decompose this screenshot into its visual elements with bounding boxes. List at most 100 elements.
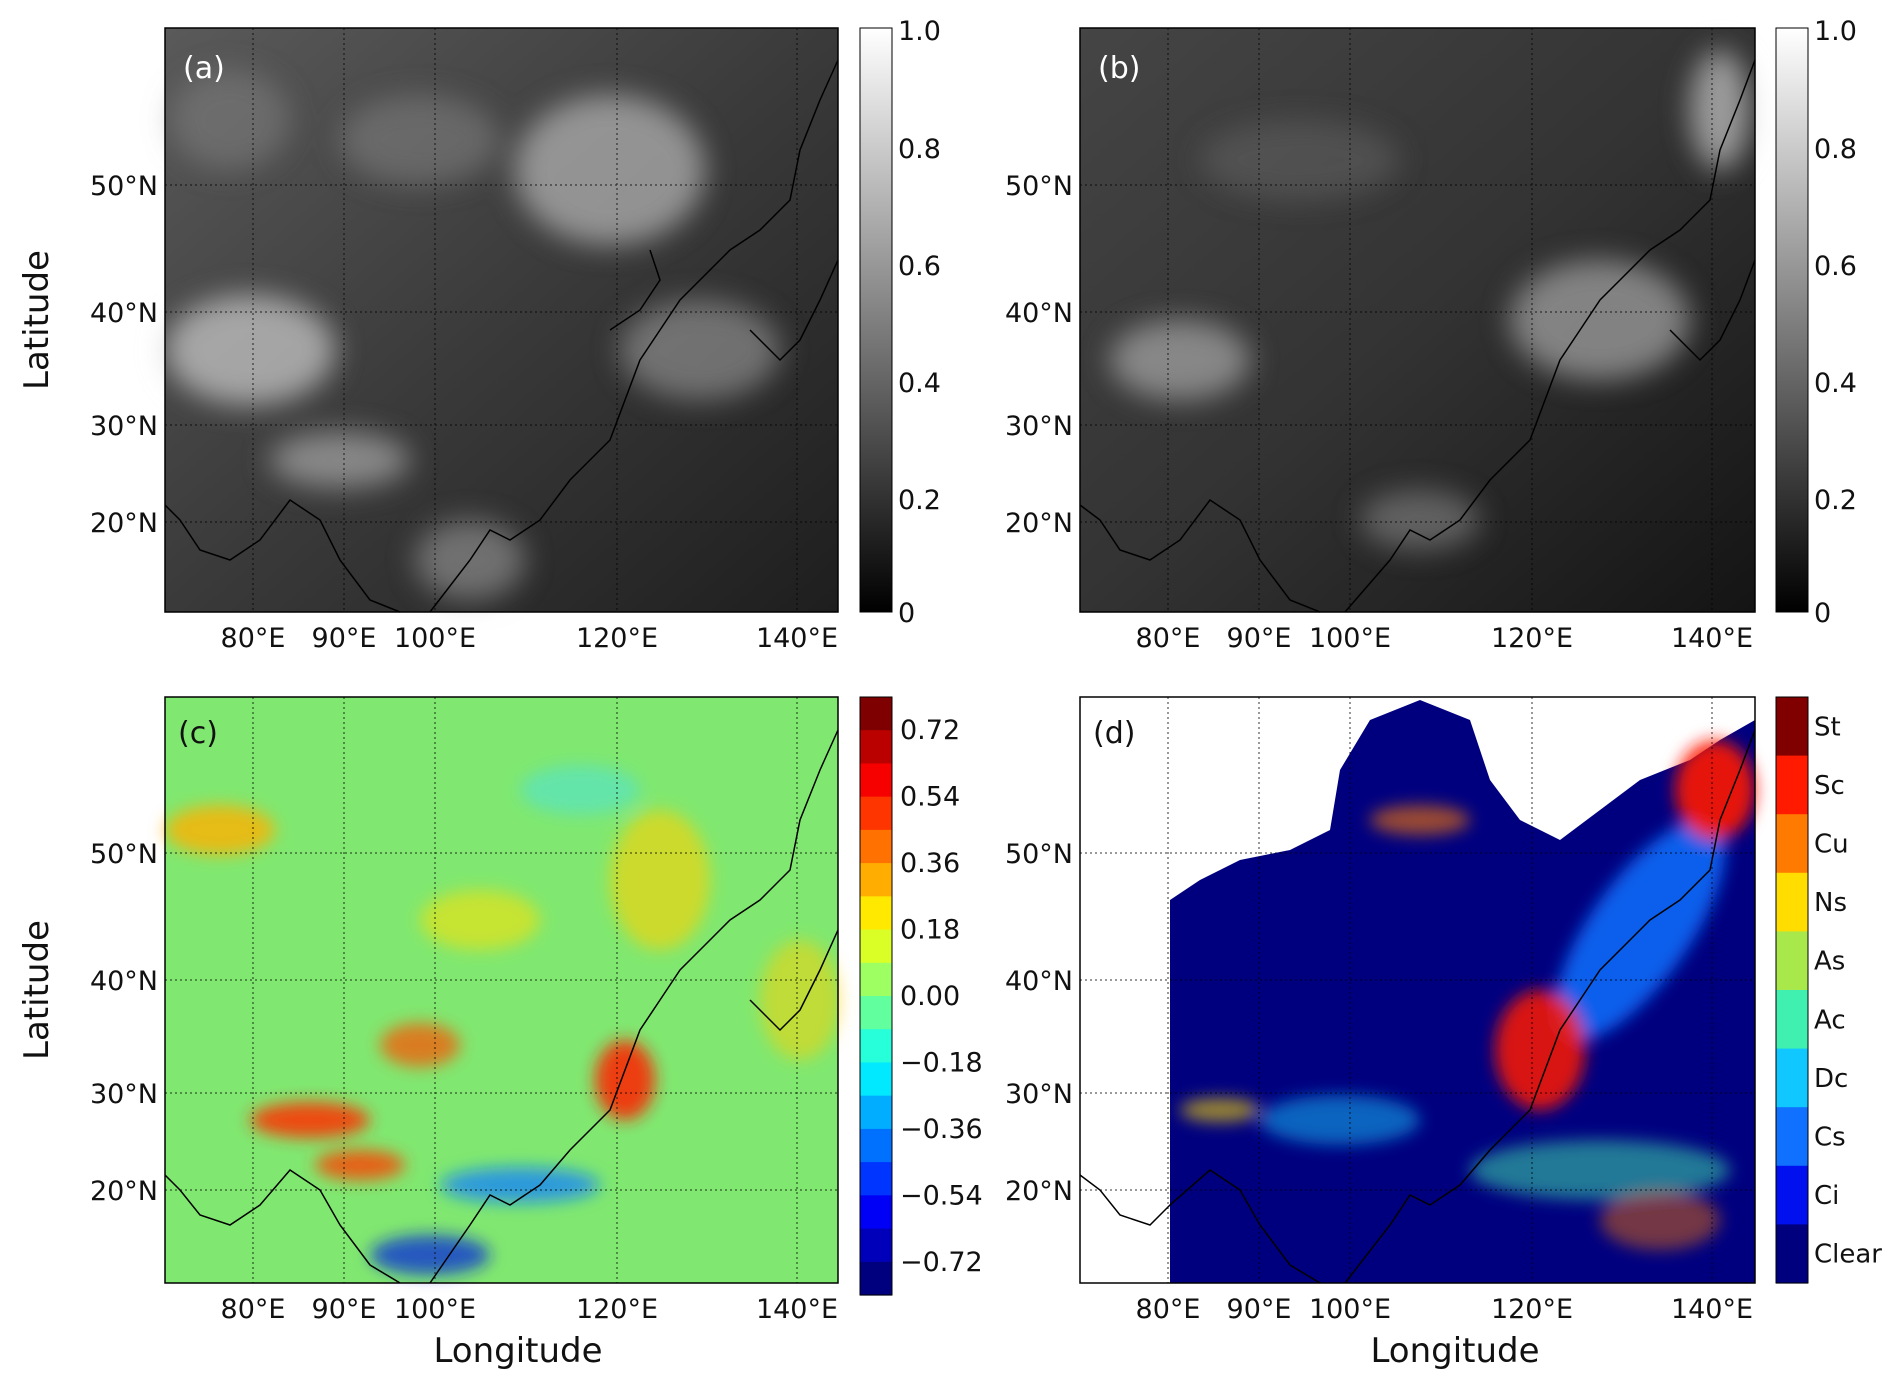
- colorbar-c-step: [860, 929, 892, 964]
- panel-d: (d) St Sc Cu Ns As Ac Dc Cs Ci Clear 50°N 40°N 30…: [1005, 696, 1882, 1325]
- panel-d-label: (d): [1093, 716, 1135, 751]
- panel-b-colorbar-ticks: 1.0 0.8 0.6 0.4 0.2 0: [1814, 16, 1857, 629]
- lon-tick-label: 120°E: [576, 1294, 658, 1325]
- lon-tick-label: 90°E: [312, 623, 377, 654]
- panel-d-coastline: [1079, 729, 1756, 1284]
- colorbar-d-class-label: Cu: [1814, 830, 1849, 860]
- panel-b-lat-labels: 50°N 40°N 30°N 20°N: [1005, 171, 1073, 539]
- lat-tick-label: 50°N: [1005, 171, 1073, 202]
- panel-a-cbar-tick: 1.0: [898, 16, 941, 47]
- panel-a-cbar-tick: 0.6: [898, 251, 941, 282]
- colorbar-c-step: [860, 763, 892, 798]
- lat-tick-label: 30°N: [1005, 411, 1073, 442]
- panel-a-lat-labels: 50°N 40°N 30°N 20°N: [90, 171, 158, 539]
- lat-tick-label: 50°N: [90, 839, 158, 870]
- colorbar-d-class-sc: [1776, 755, 1808, 815]
- colorbar-d-class-label: As: [1814, 947, 1845, 977]
- x-axis-title-left: Longitude: [433, 1331, 602, 1371]
- colorbar-c-step: [860, 1228, 892, 1263]
- x-axis-title-right: Longitude: [1370, 1331, 1539, 1371]
- colorbar-c-step: [860, 996, 892, 1030]
- panel-b-frame: [1079, 27, 1756, 613]
- lat-tick-label: 40°N: [90, 966, 158, 997]
- colorbar-c-step: [860, 829, 892, 864]
- lat-tick-label: 20°N: [1005, 508, 1073, 539]
- lat-tick-label: 50°N: [90, 171, 158, 202]
- colorbar-d-class-dc: [1776, 1048, 1808, 1108]
- colorbar-d-class-label: Ns: [1814, 888, 1847, 918]
- panel-c: (c) 0.72 0.54 0.36 0.18 0.00 −0.18 −0.36 −0.54 −…: [90, 696, 983, 1325]
- panel-c-cbar-tick: 0.72: [900, 715, 960, 746]
- panel-a-cbar-tick: 0.4: [898, 368, 941, 399]
- colorbar-c-step: [860, 796, 892, 831]
- lon-tick-label: 100°E: [394, 623, 476, 654]
- panel-c-colorbar: 0.72 0.54 0.36 0.18 0.00 −0.18 −0.36 −0.54 −0.72: [859, 696, 983, 1296]
- lon-tick-label: 80°E: [221, 623, 286, 654]
- panel-c-cbar-tick: −0.72: [900, 1247, 983, 1278]
- colorbar-c-frame: [859, 696, 893, 1296]
- colorbar-c-step: [860, 1095, 892, 1130]
- lat-tick-label: 40°N: [1005, 298, 1073, 329]
- lon-tick-label: 80°E: [1136, 1294, 1201, 1325]
- lon-tick-label: 80°E: [221, 1294, 286, 1325]
- panel-a-cbar-tick: 0.2: [898, 485, 941, 516]
- y-axis-title-top: Latitude: [17, 250, 57, 390]
- colorbar-d-class-label: Ci: [1814, 1181, 1839, 1211]
- colorbar-d-class-st: [1776, 697, 1808, 757]
- colorbar-c-step: [860, 1128, 892, 1163]
- panel-b-cloud-field: [1110, 50, 1750, 550]
- colorbar-c-step: [860, 1162, 892, 1196]
- colorbar-d-frame: [1775, 696, 1809, 1284]
- y-axis-title-bottom: Latitude: [17, 920, 57, 1060]
- panel-b-graticule: [1080, 28, 1755, 612]
- panel-c-cbar-tick: 0.36: [900, 848, 960, 879]
- panel-b-lon-labels: 80°E 90°E 100°E 120°E 140°E: [1136, 623, 1754, 654]
- lon-tick-label: 120°E: [1491, 1294, 1573, 1325]
- panel-c-cbar-tick: 0.18: [900, 915, 960, 946]
- lon-tick-label: 90°E: [1227, 1294, 1292, 1325]
- lat-tick-label: 50°N: [1005, 839, 1073, 870]
- panel-c-cbar-tick: −0.54: [900, 1180, 983, 1211]
- lon-tick-label: 100°E: [394, 1294, 476, 1325]
- colorbar-d-class-label: Dc: [1814, 1064, 1848, 1094]
- colorbar-d-class-label: St: [1814, 712, 1841, 742]
- lat-tick-label: 20°N: [1005, 1176, 1073, 1207]
- lat-tick-label: 20°N: [90, 1176, 158, 1207]
- lon-tick-label: 100°E: [1309, 1294, 1391, 1325]
- colorbar-c-step: [860, 1029, 892, 1064]
- lon-tick-label: 140°E: [1671, 1294, 1753, 1325]
- colorbar-d-class-ci: [1776, 1165, 1808, 1225]
- panel-a-cbar-tick: 0: [898, 598, 915, 629]
- colorbar-d-class-label: Sc: [1814, 771, 1845, 801]
- colorbar-c-step: [860, 1062, 892, 1097]
- lon-tick-label: 100°E: [1309, 623, 1391, 654]
- colorbar-d-class-clear: [1776, 1224, 1808, 1284]
- panel-b-colorbar: [1775, 27, 1809, 613]
- colorbar-c-step: [860, 863, 892, 897]
- panel-a-cloud-field: [165, 70, 780, 600]
- lon-tick-label: 120°E: [576, 623, 658, 654]
- panel-b-cbar-tick: 0.2: [1814, 485, 1857, 516]
- lon-tick-label: 120°E: [1491, 623, 1573, 654]
- lat-tick-label: 30°N: [90, 1079, 158, 1110]
- panel-a-coastline: [164, 59, 839, 613]
- panel-a-colorbar: [859, 27, 893, 613]
- lon-tick-label: 140°E: [756, 623, 838, 654]
- colorbar-d-class-label: Cs: [1814, 1123, 1846, 1153]
- colorbar-c-step: [860, 697, 892, 731]
- lon-tick-label: 80°E: [1136, 623, 1201, 654]
- colorbar-d-class-as: [1776, 931, 1808, 991]
- lon-tick-label: 140°E: [756, 1294, 838, 1325]
- panel-a: (a) 1.0 0.8 0.6 0.4 0.2 0 50°N 40°N 30°N…: [90, 16, 941, 654]
- panel-c-lat-labels: 50°N 40°N 30°N 20°N: [90, 839, 158, 1207]
- colorbar-c-step: [860, 962, 892, 997]
- panel-d-lat-labels: 50°N 40°N 30°N 20°N: [1005, 839, 1073, 1207]
- panel-b-cbar-tick: 0.4: [1814, 368, 1857, 399]
- lat-tick-label: 20°N: [90, 508, 158, 539]
- colorbar-c-step: [860, 1195, 892, 1230]
- panel-c-frame: [164, 696, 839, 1284]
- colorbar-c-step: [860, 1261, 892, 1296]
- panel-a-cbar-tick: 0.8: [898, 134, 941, 165]
- lat-tick-label: 30°N: [1005, 1079, 1073, 1110]
